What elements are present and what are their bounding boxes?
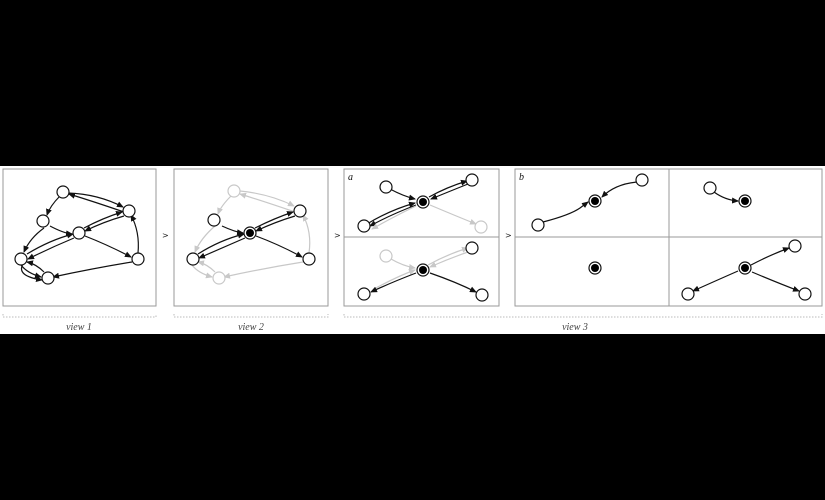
separator-2: >	[334, 231, 341, 240]
view-2-label: view 2	[238, 322, 264, 333]
view-brackets	[3, 314, 822, 317]
view-1-label: view 1	[66, 322, 92, 333]
panel-letter-a: a	[348, 172, 353, 183]
separator-3: >	[505, 231, 512, 240]
separator-1: >	[162, 231, 169, 240]
view-3b-bottom-left-nodes	[589, 262, 601, 274]
node	[132, 253, 144, 265]
node	[37, 215, 49, 227]
node	[15, 253, 27, 265]
node	[123, 205, 135, 217]
node	[73, 227, 85, 239]
node	[42, 272, 54, 284]
view-3-label: view 3	[562, 322, 588, 333]
node	[57, 186, 69, 198]
panel-letter-b: b	[519, 172, 524, 183]
